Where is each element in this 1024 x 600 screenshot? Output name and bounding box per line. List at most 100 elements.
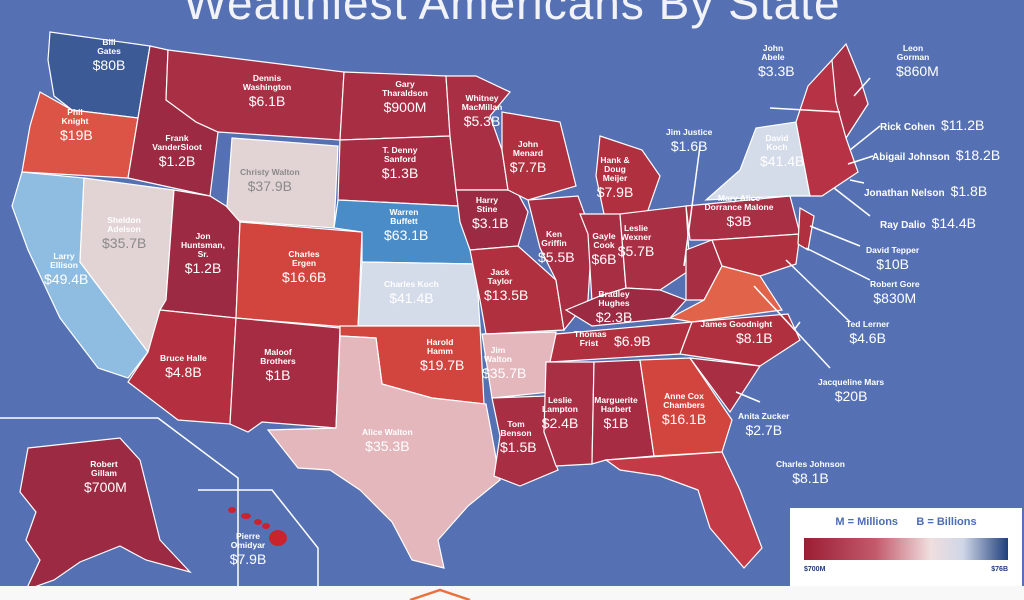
net-worth: $5.5B [538,248,575,265]
label-ok: Harold Hamm $19.7B [420,338,464,373]
billionaire-name: Mary Alice Dorrance Malone [704,193,774,212]
billionaire-name: Thomas Frist [574,329,607,348]
net-worth: $3.1B [472,214,509,231]
billionaire-name: Larry Ellison [50,251,78,270]
billionaire-name: Jack Taylor [487,267,513,286]
net-worth: $1B [603,414,629,431]
net-worth: $4.8B [165,363,202,380]
net-worth: $700M [84,478,127,495]
map-legend: M = Millions B = Billions $700M $76B [790,508,1022,586]
billionaire-name: Harry Stine [475,195,499,214]
net-worth: $1.3B [381,164,419,181]
billionaire-name: Robert Gillam [90,459,118,478]
callout-ct: Ray Dalio $14.4B [880,216,976,232]
net-worth: $7.7B [509,158,547,175]
billionaire-name: Gayle Cook [592,231,616,250]
billionaire-name: Bruce Halle [160,353,207,363]
net-worth: $49.4B [44,270,89,287]
label-az: Bruce Halle $4.8B [160,354,207,380]
billionaire-name: Leslie Lampton [542,395,578,414]
billionaire-name: Jim Walton [483,345,512,364]
net-worth: $19.7B [420,356,465,373]
legend-color-scale [804,538,1008,560]
callout-de: Robert Gore $830M [870,280,920,306]
billionaire-name: Leon Gorman [896,43,930,62]
net-worth: $860M [896,62,939,79]
label-sd: T. Denny Sanford $1.3B [378,146,422,181]
billionaire-name: Tom Benson [500,419,532,438]
net-worth: $3B [726,212,752,229]
net-worth: $1B [265,366,291,383]
legend-min-label: $700M [804,566,826,573]
net-worth: $41.4B [389,289,434,306]
billionaire-name: Jon Huntsman, Sr. [181,231,225,259]
net-worth: $2.4B [541,414,579,431]
label-tn: Thomas Frist $6.9B [574,329,651,349]
bottom-strip [0,586,1024,600]
billionaire-name: Marguerite Harbert [594,395,638,414]
billionaire-name: Charles Koch [384,279,439,289]
label-nd: Gary Tharaldson $900M [376,80,434,115]
billionaire-name: Sheldon Adelson [107,215,141,234]
state-ky [564,287,688,327]
billionaire-name: Jacqueline Mars [818,377,885,387]
label-ny: David Koch $41.4B [760,134,804,169]
label-nv: Sheldon Adelson $35.7B [102,216,146,251]
billionaire-name: Ted Lerner [846,319,890,329]
billionaire-name: Christy Walton [240,167,300,177]
net-worth: $19B [60,126,93,143]
hawaii-inset-frame [198,489,319,600]
label-tx: Alice Walton $35.3B [362,428,413,454]
billionaire-name: Charles Johnson [776,459,845,469]
net-worth: $13.5B [484,286,529,303]
billionaire-name: Charles Ergen [288,249,320,268]
net-worth: $6B [591,250,617,267]
net-worth: $35.7B [482,364,527,381]
label-mi: Hank & Doug Meijer $7.9B [596,156,634,199]
net-worth: $35.3B [365,437,410,454]
net-worth: $7.9B [229,550,267,567]
state-md [711,233,801,277]
net-worth: $2.7B [745,421,783,438]
net-worth: $7.9B [596,183,634,200]
alaska-inset-frame [0,417,239,600]
label-ms: Leslie Lampton $2.4B [540,396,580,431]
state-oh [619,205,691,291]
billionaire-name: Rick Cohen [880,122,936,133]
label-ne: Warren Buffett $63.1B [384,208,428,243]
state-ms [543,361,595,467]
label-wy: Christy Walton $37.9B [240,168,300,194]
billionaire-name: Phil Knight [61,107,89,126]
net-worth: $14.4B [931,215,976,231]
callout-md: Ted Lerner $4.6B [846,320,889,346]
net-worth: $37.9B [247,177,293,194]
label-nm: Maloof Brothers $1B [258,348,298,383]
label-ar: Jim Walton $35.7B [482,346,526,381]
billionaire-name: Warren Buffett [389,207,419,226]
billionaire-name: Harold Hamm [426,337,454,356]
net-worth: $80B [92,56,126,73]
net-worth: $11.2B [941,117,985,133]
billionaire-name: John Abele [761,43,785,62]
billionaire-name: Ken Griffin [541,229,567,248]
callout-vt: John Abele $3.3B [758,44,795,79]
label-ky: Bradley Hughes $2.3B [594,290,634,325]
net-worth: $900M [383,98,427,115]
state-me [831,42,869,140]
billionaire-name: Maloof Brothers [260,347,296,366]
callout-nj: David Tepper $10B [866,246,919,272]
net-worth: $35.7B [102,234,147,251]
callout-leader-lines [683,77,881,403]
callout-ma: Abigail Johnson $18.2B [872,148,1000,164]
billionaire-name: James Goodnight [700,319,773,329]
label-ca: Larry Ellison $49.4B [44,252,88,287]
billionaire-name: Leslie Wexner [620,223,652,242]
state-fl [604,451,763,569]
billionaire-name: Robert Gore [870,279,920,289]
net-worth: $5.3B [463,112,501,129]
callout-fl: Charles Johnson $8.1B [776,460,845,486]
callout-ri: Jonathan Nelson $1.8B [864,184,987,200]
net-worth: $4.6B [849,329,886,346]
net-worth: $41.4B [760,152,805,169]
net-worth: $5.7B [617,242,655,259]
